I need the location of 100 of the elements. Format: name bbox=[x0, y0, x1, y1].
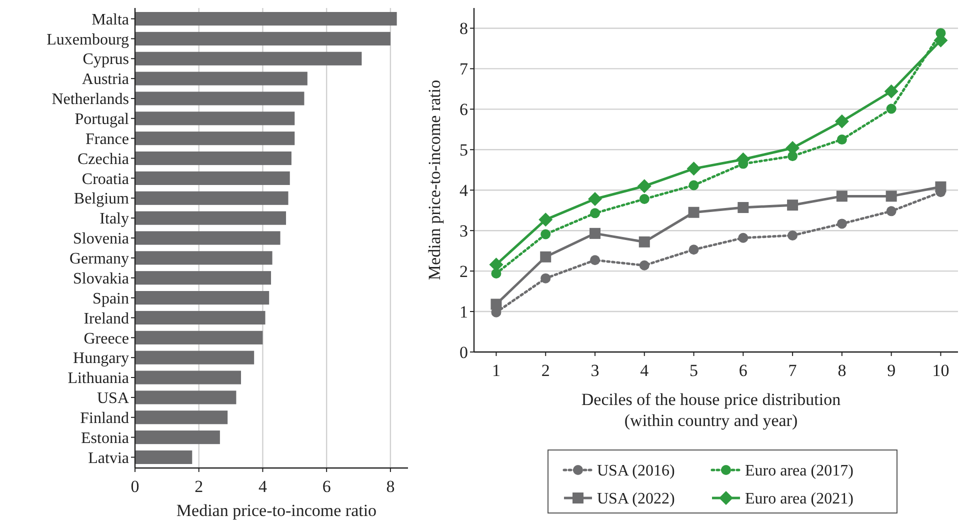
point bbox=[588, 192, 602, 206]
y-tick-label: 6 bbox=[460, 100, 468, 120]
x-axis-title: Deciles of the house price distribution (within country and year) bbox=[581, 390, 842, 430]
bar bbox=[135, 251, 272, 265]
point bbox=[788, 151, 798, 162]
y-tick-label: Finland bbox=[80, 410, 129, 427]
legend-label: Euro area (2017) bbox=[745, 462, 854, 480]
point bbox=[639, 194, 650, 204]
point bbox=[886, 190, 897, 202]
bar bbox=[135, 390, 236, 404]
x-tick-label: 5 bbox=[690, 361, 698, 380]
point bbox=[590, 255, 600, 266]
y-tick-label: Croatia bbox=[82, 170, 129, 188]
y-tick-label: Estonia bbox=[81, 430, 129, 447]
y-tick-label: Netherlands bbox=[52, 91, 129, 108]
point bbox=[836, 218, 847, 229]
x-tick-label: 4 bbox=[640, 361, 650, 380]
bar bbox=[135, 271, 272, 285]
y-tick-label: Slovenia bbox=[73, 230, 129, 248]
bar bbox=[135, 72, 308, 86]
y-tick-label: 3 bbox=[460, 222, 468, 241]
point bbox=[540, 251, 552, 262]
y-tick-label: 1 bbox=[460, 302, 468, 322]
y-tick-label: 0 bbox=[460, 342, 468, 362]
point bbox=[590, 208, 600, 218]
y-tick-label: USA bbox=[96, 390, 130, 408]
legend-label: USA (2022) bbox=[597, 490, 675, 508]
point bbox=[639, 260, 650, 270]
bar bbox=[135, 152, 292, 166]
bar bbox=[135, 132, 295, 146]
x-tick-label: 7 bbox=[788, 361, 798, 380]
bar bbox=[135, 12, 397, 26]
point bbox=[788, 230, 798, 240]
y-tick-label: 5 bbox=[460, 140, 468, 160]
bar bbox=[135, 430, 220, 444]
x-tick-label: 8 bbox=[838, 361, 846, 380]
point bbox=[738, 232, 748, 243]
point bbox=[686, 162, 701, 176]
y-axis-title: Median price-to-income ratio bbox=[425, 80, 444, 280]
point bbox=[787, 200, 798, 211]
point bbox=[836, 134, 847, 145]
x-tick-label: 6 bbox=[738, 361, 748, 380]
bar bbox=[135, 330, 263, 344]
bar bbox=[135, 291, 270, 305]
x-tick-label: 2 bbox=[194, 477, 204, 496]
x-tick-label: 8 bbox=[386, 477, 395, 496]
y-tick-label: 4 bbox=[460, 181, 468, 200]
y-tick-label: Spain bbox=[92, 290, 129, 308]
bar bbox=[135, 52, 362, 66]
point bbox=[886, 104, 896, 114]
point bbox=[884, 84, 898, 98]
bar bbox=[135, 32, 390, 46]
y-tick-label: 7 bbox=[460, 60, 468, 79]
legend-label: Euro area (2021) bbox=[745, 490, 854, 508]
y-tick-label: Czechia bbox=[77, 150, 129, 168]
point bbox=[490, 298, 502, 310]
y-tick-label: Greece bbox=[84, 330, 129, 348]
bar bbox=[135, 231, 280, 245]
point bbox=[538, 212, 553, 227]
bar bbox=[135, 171, 290, 185]
x-axis-title: Median price-to-income ratio bbox=[176, 501, 377, 520]
x-tick-label: 1 bbox=[492, 361, 500, 380]
y-tick-label: Latvia bbox=[88, 450, 129, 467]
y-tick-label: Austria bbox=[82, 71, 129, 88]
y-tick-label: Portugal bbox=[74, 111, 130, 128]
x-tick-label: 3 bbox=[590, 361, 600, 380]
y-tick-label: 8 bbox=[460, 19, 468, 38]
point bbox=[637, 179, 652, 194]
y-tick-label: Slovakia bbox=[73, 270, 129, 288]
point bbox=[688, 206, 700, 218]
point bbox=[688, 180, 699, 190]
x-tick-label: 6 bbox=[322, 477, 331, 496]
point bbox=[540, 229, 551, 240]
x-tick-label: 10 bbox=[932, 361, 950, 380]
y-tick-label: Ireland bbox=[84, 310, 129, 328]
bar bbox=[135, 410, 228, 424]
y-tick-label: Italy bbox=[100, 210, 129, 228]
bar bbox=[135, 191, 288, 205]
point bbox=[836, 190, 848, 202]
y-tick-label: Cyprus bbox=[82, 51, 129, 68]
point bbox=[834, 114, 849, 128]
y-tick-label: 2 bbox=[460, 262, 468, 282]
bar bbox=[135, 370, 242, 384]
y-tick-label: Germany bbox=[69, 250, 129, 268]
point bbox=[590, 228, 600, 239]
bar bbox=[135, 112, 295, 126]
x-tick-label: 9 bbox=[887, 361, 896, 380]
y-tick-label: Lithuania bbox=[68, 370, 129, 388]
point bbox=[688, 244, 699, 255]
x-tick-label: 2 bbox=[541, 361, 550, 380]
bar bbox=[135, 92, 304, 106]
y-tick-label: Malta bbox=[92, 11, 129, 28]
y-tick-label: Luxembourg bbox=[46, 31, 129, 48]
y-tick-label: Hungary bbox=[73, 350, 129, 368]
bar bbox=[135, 450, 192, 464]
point bbox=[491, 268, 502, 278]
bar bbox=[135, 310, 266, 324]
y-tick-label: Belgium bbox=[74, 190, 130, 208]
point bbox=[886, 206, 896, 216]
legend-label: USA (2016) bbox=[597, 462, 675, 480]
